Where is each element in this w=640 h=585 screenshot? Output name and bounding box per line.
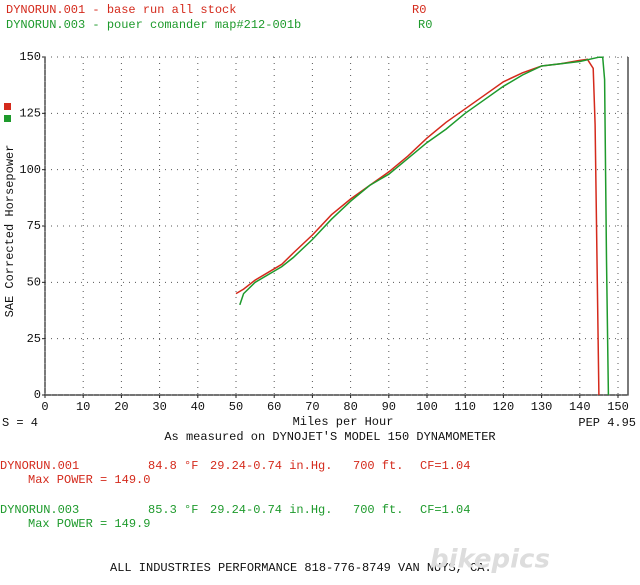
y-tick-label: 150: [19, 50, 41, 64]
smoothing: S = 4: [2, 416, 38, 430]
y-tick-label: 75: [27, 219, 41, 233]
x-axis-label: Miles per Hour: [293, 415, 394, 429]
pep: PEP 4.95: [578, 416, 636, 430]
y-tick-label: 25: [27, 332, 41, 346]
y-tick-label: 125: [19, 107, 41, 121]
x-tick-label: 110: [454, 400, 476, 414]
run-cf: CF=1.04: [420, 459, 470, 473]
run-name: DYNORUN.001: [0, 459, 79, 473]
x-tick-label: 120: [493, 400, 515, 414]
series-line: [239, 56, 610, 396]
x-tick-label: 40: [191, 400, 205, 414]
x-tick-label: 60: [267, 400, 281, 414]
caption: As measured on DYNOJET'S MODEL 150 DYNAM…: [164, 430, 495, 444]
x-tick-label: 20: [114, 400, 128, 414]
y-tick-label: 0: [34, 388, 41, 402]
run-altitude: 700 ft.: [353, 459, 403, 473]
watermark: bikepics: [430, 545, 550, 575]
legend-entry: DYNORUN.001 - base run all stock: [6, 3, 236, 17]
x-tick-label: 0: [41, 400, 48, 414]
x-tick-label: 30: [152, 400, 166, 414]
x-tick-label: 10: [76, 400, 90, 414]
x-tick-label: 150: [607, 400, 629, 414]
x-tick-label: 50: [229, 400, 243, 414]
run-pressure: 29.24-0.74 in.Hg.: [210, 503, 332, 517]
legend-code: R0: [412, 3, 426, 17]
run-temp: 84.8 °F: [148, 459, 198, 473]
run-max-power: Max POWER = 149.0: [28, 473, 150, 487]
run-max-power: Max POWER = 149.9: [28, 517, 150, 531]
legend-entry: DYNORUN.003 - pouer comander map#212-001…: [6, 18, 301, 32]
legend-code: R0: [418, 18, 432, 32]
y-tick-label: 50: [27, 276, 41, 290]
run-pressure: 29.24-0.74 in.Hg.: [210, 459, 332, 473]
run-temp: 85.3 °F: [148, 503, 198, 517]
x-tick-label: 70: [305, 400, 319, 414]
footer: ALL INDUSTRIES PERFORMANCE 818-776-8749 …: [110, 561, 492, 575]
legend-swatch: [4, 115, 11, 122]
legend-swatch: [4, 103, 11, 110]
x-tick-label: 140: [569, 400, 591, 414]
x-tick-label: 80: [343, 400, 357, 414]
x-tick-label: 130: [531, 400, 553, 414]
x-tick-label: 100: [416, 400, 438, 414]
run-name: DYNORUN.003: [0, 503, 79, 517]
y-tick-label: 100: [19, 163, 41, 177]
run-cf: CF=1.04: [420, 503, 470, 517]
run-altitude: 700 ft.: [353, 503, 403, 517]
y-axis-label: SAE Corrected Horsepower: [3, 145, 17, 318]
x-tick-label: 90: [382, 400, 396, 414]
